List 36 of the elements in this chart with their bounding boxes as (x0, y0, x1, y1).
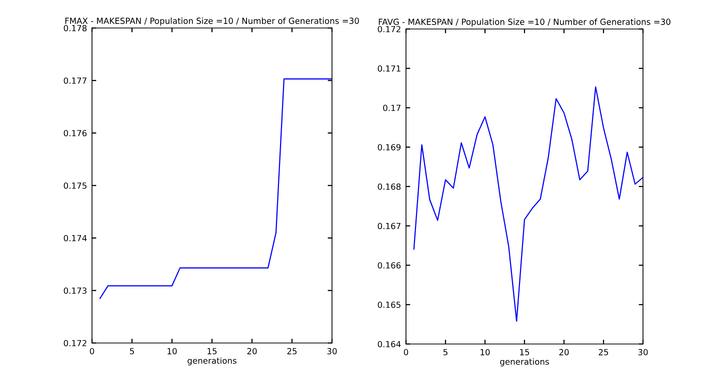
x-tick-label: 0 (90, 348, 94, 354)
x-tick-label: 10 (480, 349, 490, 356)
x-axis-title: generations (188, 357, 236, 366)
y-tick-label: 0.175 (64, 182, 86, 189)
y-tick-label: 0.172 (378, 26, 400, 32)
x-tick-label: 25 (287, 348, 297, 354)
x-tick-label: 5 (130, 348, 134, 354)
y-tick-label: 0.176 (64, 130, 87, 136)
x-tick-label: 20 (247, 348, 257, 354)
y-tick-label: 0.169 (378, 144, 401, 150)
y-tick-label: 0.172 (64, 340, 86, 346)
x-tick-label: 25 (598, 349, 608, 356)
x-tick-label: 0 (404, 349, 408, 356)
x-tick-label: 15 (208, 348, 217, 354)
y-tick-label: 0.167 (378, 222, 400, 230)
x-tick-label: 20 (559, 349, 569, 356)
y-tick-label: 0.168 (378, 183, 401, 190)
y-tick-label: 0.174 (64, 234, 87, 242)
y-tick-label: 0.177 (64, 77, 86, 84)
x-tick-label: 15 (520, 349, 530, 356)
x-tick-label: 30 (327, 348, 337, 354)
chart-title: FMAX - MAKESPAN / Population Size =10 / Number of Generations =30 (65, 18, 359, 26)
x-tick-label: 10 (168, 348, 177, 354)
y-tick-label: 0.171 (378, 65, 400, 72)
x-tick-label: 30 (638, 349, 648, 356)
y-tick-label: 0.166 (378, 262, 401, 269)
x-axis-title: generations (500, 358, 549, 366)
line-series (99, 78, 332, 299)
y-tick-label: 0.165 (378, 302, 400, 308)
x-tick-label: 5 (443, 349, 448, 356)
chart-title: FAVG - MAKESPAN / Population Size =10 / Number of Generations =30 (378, 18, 670, 27)
line-series (413, 86, 643, 322)
y-tick-label: 0.173 (64, 287, 86, 294)
y-tick-label: 0.17 (383, 104, 400, 112)
y-tick-label: 0.164 (378, 340, 401, 348)
y-tick-label: 0.178 (64, 24, 87, 32)
